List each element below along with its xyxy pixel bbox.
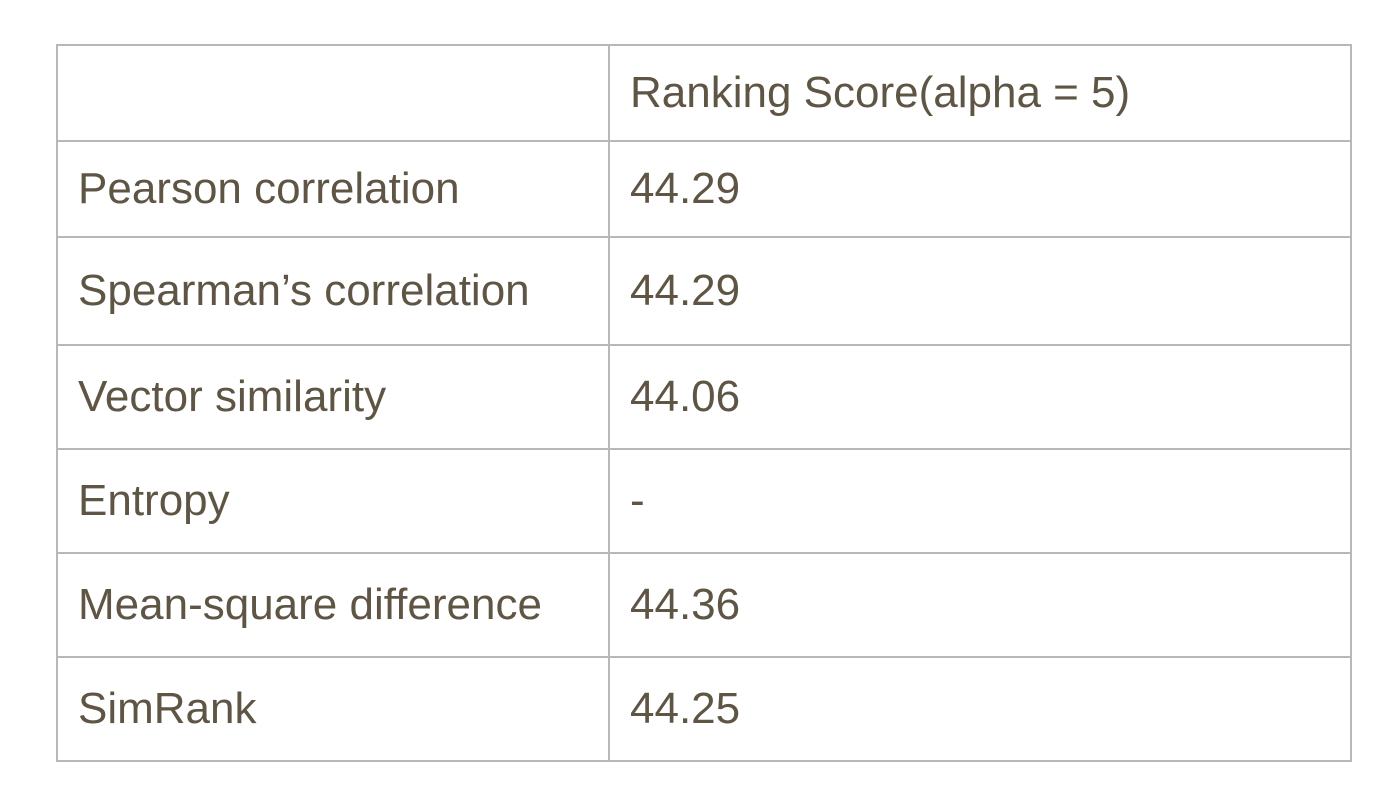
results-table: Ranking Score(alpha = 5) Pearson correla… xyxy=(56,44,1352,762)
method-cell: Vector similarity xyxy=(56,344,610,450)
score-cell: 44.25 xyxy=(608,656,1352,762)
results-table-container: Ranking Score(alpha = 5) Pearson correla… xyxy=(56,44,1352,762)
table-row: Pearson correlation 44.29 xyxy=(56,140,1352,238)
score-cell: 44.36 xyxy=(608,552,1352,658)
method-cell: Spearman’s correlation xyxy=(56,236,610,346)
score-cell: 44.29 xyxy=(608,140,1352,238)
score-cell: - xyxy=(608,448,1352,554)
table-header-row: Ranking Score(alpha = 5) xyxy=(56,44,1352,142)
score-cell: 44.06 xyxy=(608,344,1352,450)
table-row: Vector similarity 44.06 xyxy=(56,344,1352,450)
table-row: Mean-square difference 44.36 xyxy=(56,552,1352,658)
header-corner-cell xyxy=(56,44,610,142)
score-cell: 44.29 xyxy=(608,236,1352,346)
table-row: Spearman’s correlation 44.29 xyxy=(56,236,1352,346)
method-cell: Pearson correlation xyxy=(56,140,610,238)
table-row: Entropy - xyxy=(56,448,1352,554)
table-row: SimRank 44.25 xyxy=(56,656,1352,762)
method-cell: Mean-square difference xyxy=(56,552,610,658)
method-cell: Entropy xyxy=(56,448,610,554)
header-ranking-score: Ranking Score(alpha = 5) xyxy=(608,44,1352,142)
method-cell: SimRank xyxy=(56,656,610,762)
